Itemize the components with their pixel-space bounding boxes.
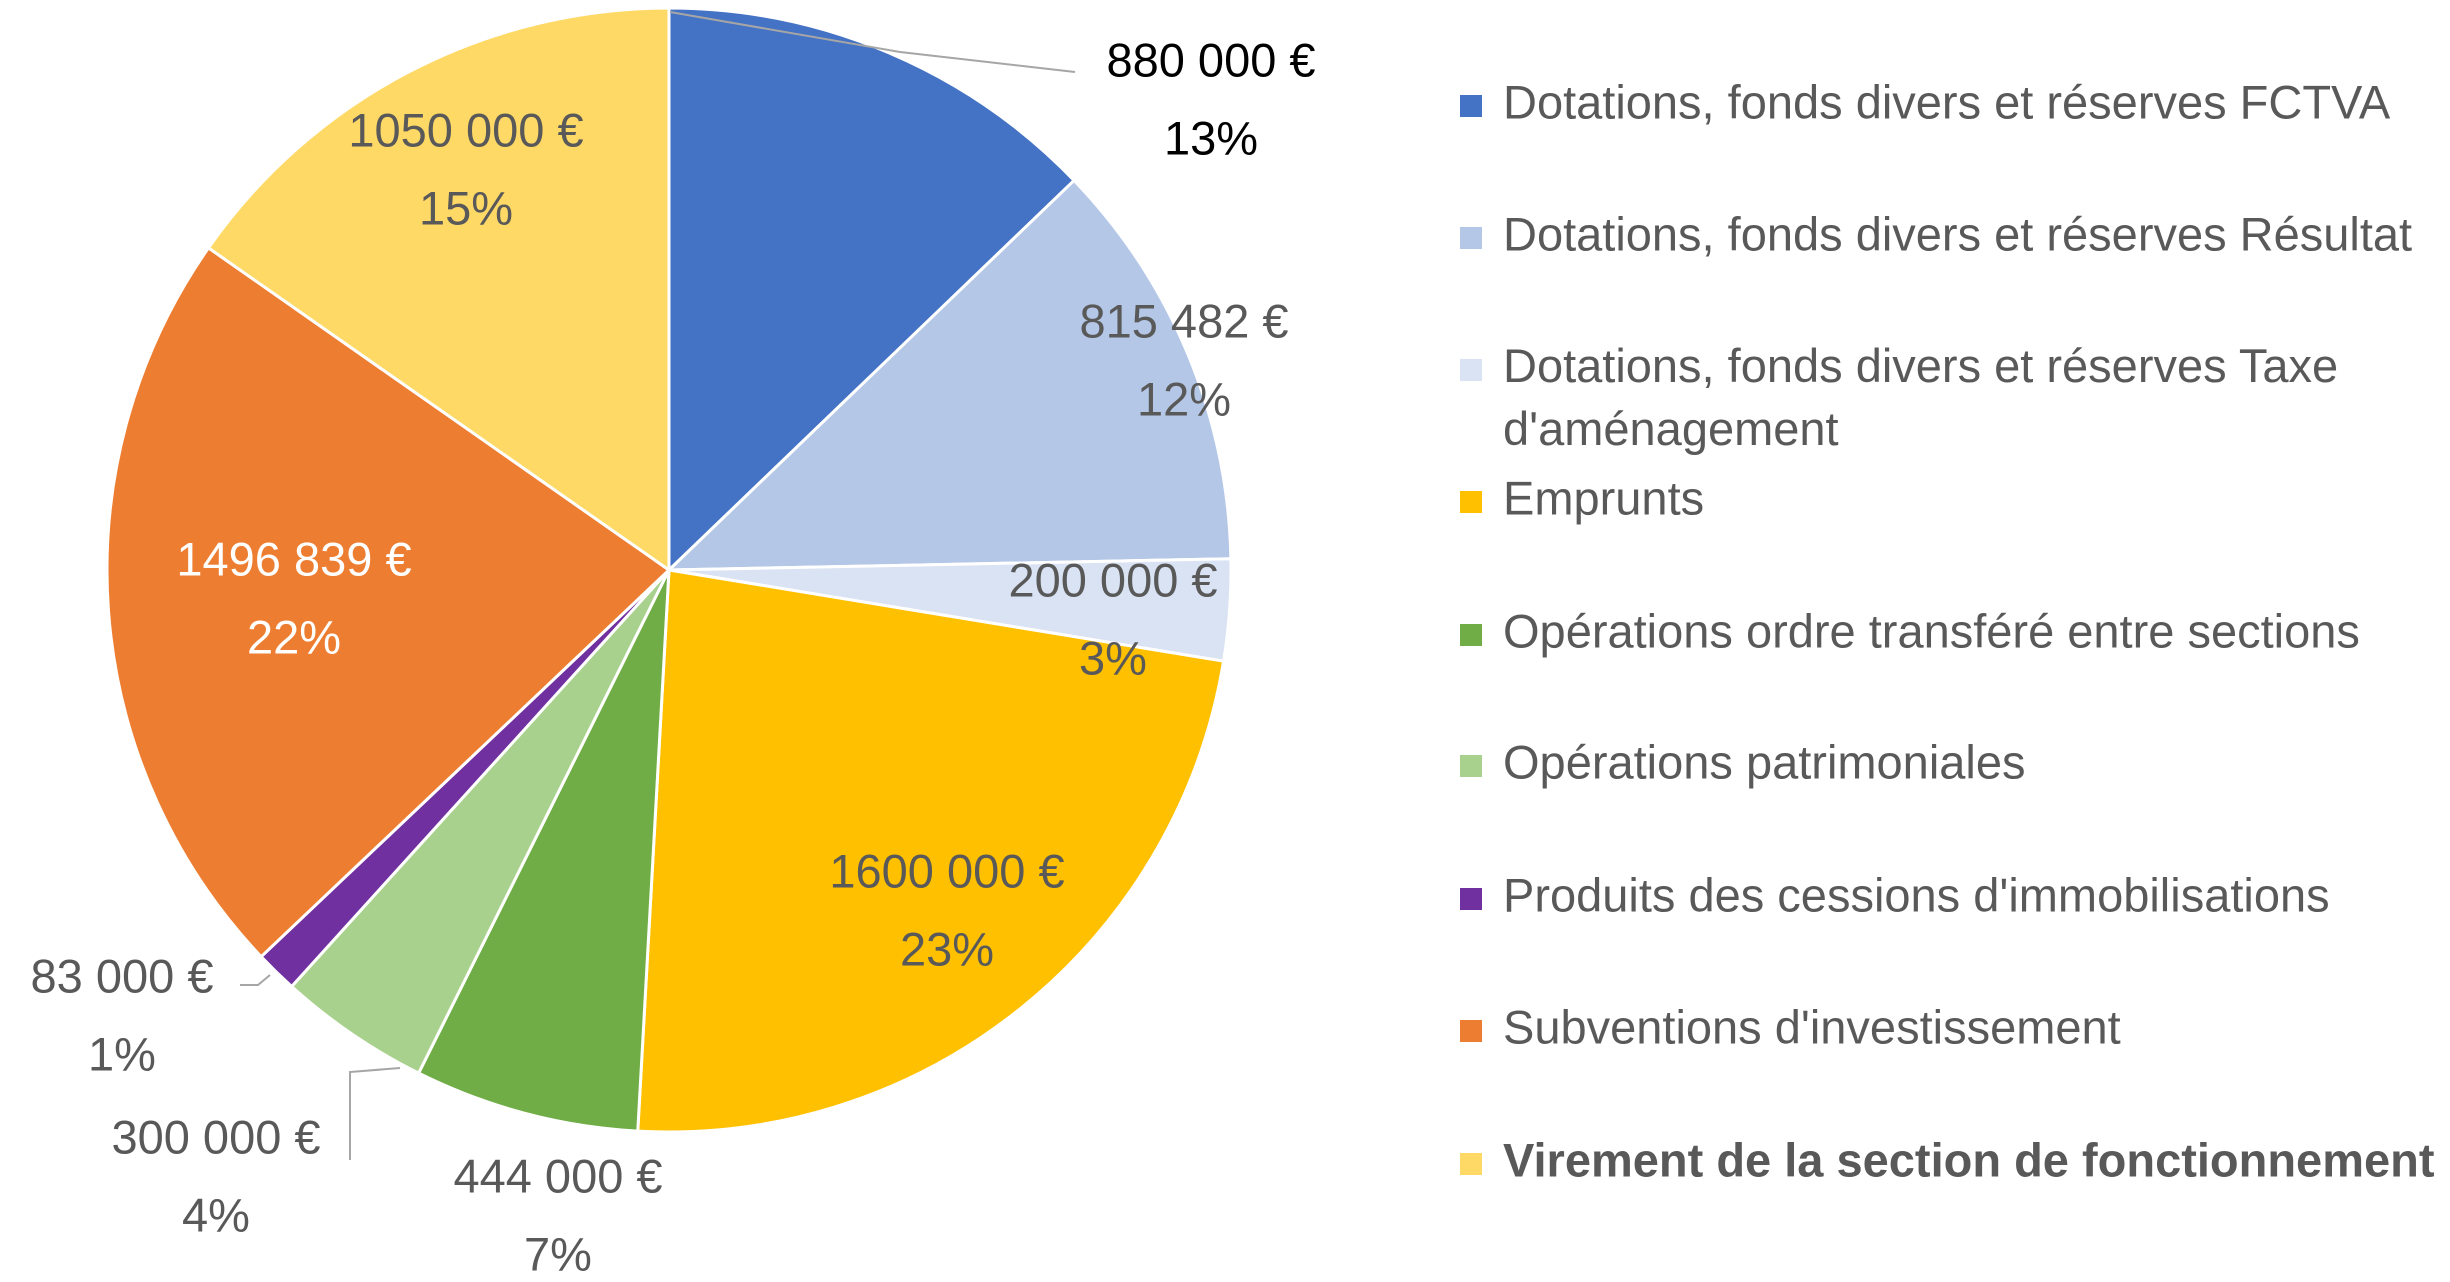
pie-slice	[416, 569, 671, 1133]
leader-line	[240, 974, 271, 986]
leader-line	[669, 11, 1076, 73]
data-label: 200 000 €	[1008, 553, 1217, 606]
data-label: 444 000 €	[453, 1149, 662, 1202]
data-label: 13%	[1164, 111, 1258, 164]
legend-swatch	[1460, 1020, 1482, 1042]
data-label: 300 000 €	[111, 1110, 320, 1163]
pie	[105, 6, 1233, 1134]
legend-label: Dotations, fonds divers et réserves Taxe…	[1503, 339, 2338, 455]
data-label: 7%	[524, 1227, 592, 1280]
legend-label-line: Dotations, fonds divers et réserves Taxe	[1503, 339, 2338, 392]
data-label: 83 000 €	[31, 949, 214, 1002]
data-label: 1496 839 €	[176, 532, 411, 585]
data-label: 12%	[1137, 372, 1231, 425]
legend-label: Subventions d'investissement	[1503, 1000, 2121, 1053]
pie-slice	[105, 245, 672, 959]
legend-swatch	[1460, 755, 1482, 777]
pie-slice	[667, 6, 1077, 574]
data-label: 1600 000 €	[829, 844, 1064, 897]
legend-label: Virement de la section de fonctionnement	[1503, 1133, 2435, 1186]
legend-label: Dotations, fonds divers et réserves Résu…	[1503, 207, 2412, 260]
data-label: 1050 000 €	[348, 103, 583, 156]
legend-label: Opérations ordre transféré entre section…	[1503, 604, 2360, 657]
data-label: 22%	[247, 610, 341, 663]
legend-label: Produits des cessions d'immobilisations	[1503, 868, 2330, 921]
data-label: 1%	[88, 1027, 156, 1080]
legend-swatch	[1460, 1153, 1482, 1175]
legend-swatch	[1460, 888, 1482, 910]
data-label: 23%	[900, 922, 994, 975]
legend-swatch	[1460, 359, 1482, 381]
pie-slice	[206, 6, 671, 573]
leader-line	[349, 1067, 401, 1160]
legend-swatch	[1460, 491, 1482, 513]
data-label: 3%	[1079, 631, 1147, 684]
data-labels: 880 000 € 13% 815 482 € 12% 200 000 € 3% 1600 …	[31, 11, 1316, 1280]
legend: Dotations, fonds divers et réserves FCTV…	[1460, 75, 2435, 1186]
data-label: 4%	[182, 1188, 250, 1241]
legend-label-line: d'aménagement	[1503, 402, 1839, 455]
pie-slice	[665, 178, 1233, 572]
legend-label: Opérations patrimoniales	[1503, 735, 2026, 788]
legend-label: Emprunts	[1503, 471, 1704, 524]
data-label: 880 000 €	[1106, 33, 1315, 86]
legend-label: Dotations, fonds divers et réserves FCTV…	[1503, 75, 2391, 128]
data-label: 815 482 €	[1079, 294, 1288, 347]
legend-swatch	[1460, 95, 1482, 117]
data-label: 15%	[419, 181, 513, 234]
pie-slice	[636, 568, 1226, 1134]
legend-swatch	[1460, 624, 1482, 646]
legend-swatch	[1460, 227, 1482, 249]
